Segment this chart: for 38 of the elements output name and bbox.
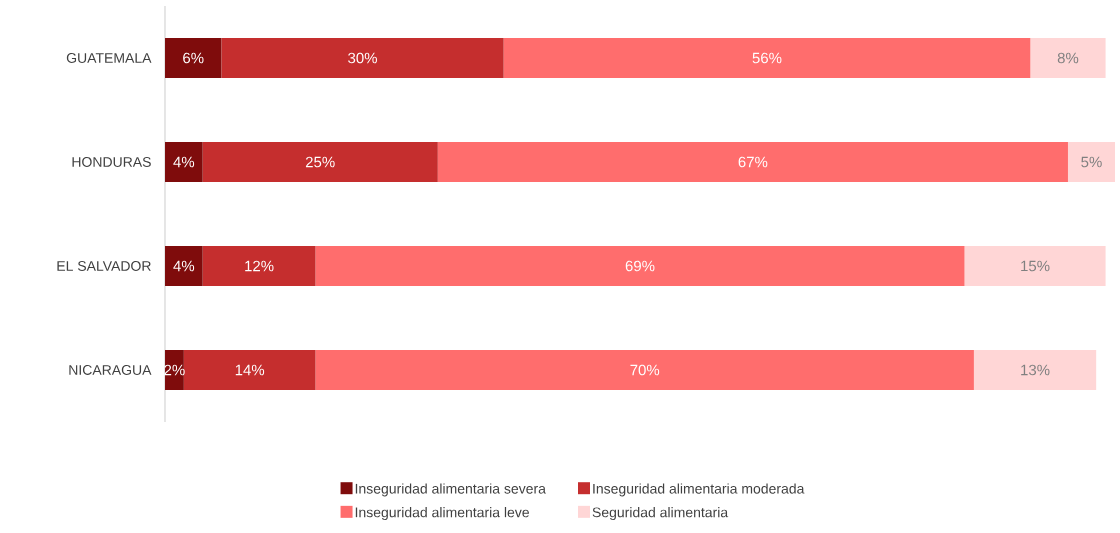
legend-label: Seguridad alimentaria [592, 507, 729, 521]
bar [1030, 38, 1106, 78]
bar [165, 38, 222, 78]
y-tick-label: GUATEMALA [66, 53, 152, 63]
data-label: 69% [625, 260, 655, 272]
bar [964, 245, 1106, 286]
legend-label: Inseguridad alimentaria severa [355, 483, 546, 497]
bar [165, 141, 203, 182]
data-label: 25% [305, 156, 335, 168]
data-label: 67% [738, 156, 768, 168]
data-label: 56% [752, 52, 782, 64]
bar [315, 245, 965, 286]
bar [1067, 141, 1115, 182]
bar [202, 245, 316, 286]
data-label: 4% [173, 156, 195, 168]
bar [437, 141, 1068, 182]
bar [221, 38, 504, 78]
bar [503, 38, 1031, 78]
data-label: 70% [630, 364, 660, 376]
data-label: 5% [1081, 156, 1102, 168]
data-label: 12% [245, 260, 274, 272]
y-tick-label: HONDURAS [72, 157, 151, 167]
data-label: 4% [173, 260, 195, 272]
data-label: 14% [235, 364, 265, 376]
y-tick-label: NICARAGUA [69, 365, 152, 375]
data-label: 30% [348, 52, 377, 64]
bar [165, 245, 203, 286]
bar [973, 349, 1097, 390]
y-tick-label: EL SALVADOR [57, 261, 151, 271]
bar [183, 349, 316, 390]
data-label: 15% [1021, 260, 1050, 272]
data-label: 13% [1021, 364, 1050, 376]
legend-label: Inseguridad alimentaria leve [355, 507, 529, 521]
legend-label: Inseguridad alimentaria moderada [593, 483, 805, 497]
data-label: 6% [183, 52, 204, 64]
bar [315, 349, 974, 390]
bar [202, 141, 438, 182]
data-label: 8% [1057, 52, 1079, 64]
